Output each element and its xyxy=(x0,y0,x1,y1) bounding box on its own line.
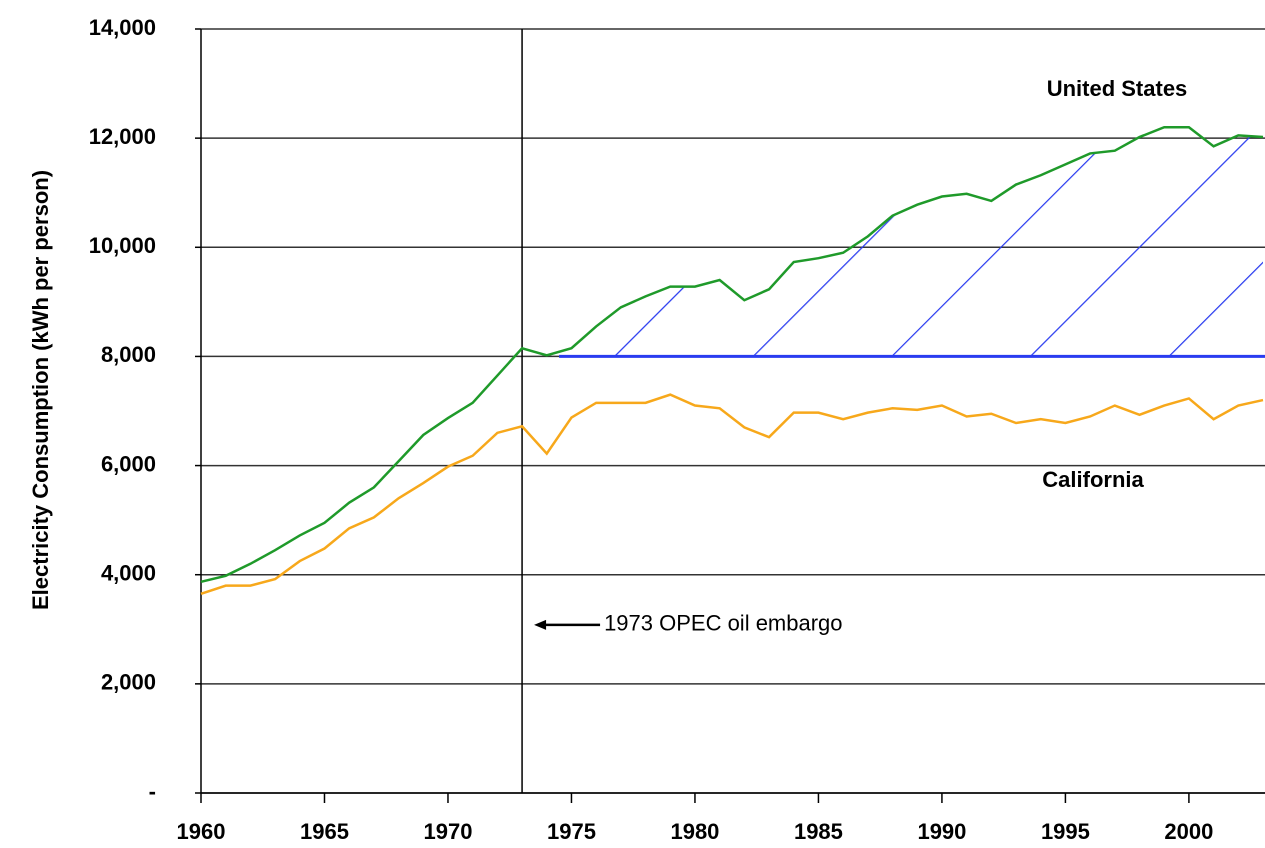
series-line xyxy=(200,393,1264,596)
x-tick-label: 1975 xyxy=(547,819,596,844)
arrow-head xyxy=(534,619,547,630)
x-tick-label: 1985 xyxy=(794,819,843,844)
y-axis-label: Electricity Consumption (kWh per person) xyxy=(28,170,53,610)
series-line xyxy=(200,125,1264,584)
y-tick-label: - xyxy=(149,779,156,804)
y-tick-label: 12,000 xyxy=(89,124,156,149)
x-tick-label: 1980 xyxy=(670,819,719,844)
x-tick-label: 1995 xyxy=(1041,819,1090,844)
x-tick-label: 1965 xyxy=(300,819,349,844)
y-tick-label: 2,000 xyxy=(101,670,156,695)
annotation: 1973 OPEC oil embargo xyxy=(604,611,842,636)
y-tick-label: 14,000 xyxy=(89,15,156,40)
x-tick-label: 1990 xyxy=(917,819,966,844)
y-tick-label: 10,000 xyxy=(89,233,156,258)
x-tick-label: 1960 xyxy=(177,819,226,844)
y-tick-label: 8,000 xyxy=(101,342,156,367)
series-label: California xyxy=(1042,467,1144,492)
series-label: United States xyxy=(1047,76,1188,101)
hatch-area xyxy=(559,127,1263,357)
y-tick-label: 4,000 xyxy=(101,561,156,586)
y-tick-label: 6,000 xyxy=(101,451,156,476)
x-tick-label: 2000 xyxy=(1164,819,1213,844)
x-tick-label: 1970 xyxy=(424,819,473,844)
